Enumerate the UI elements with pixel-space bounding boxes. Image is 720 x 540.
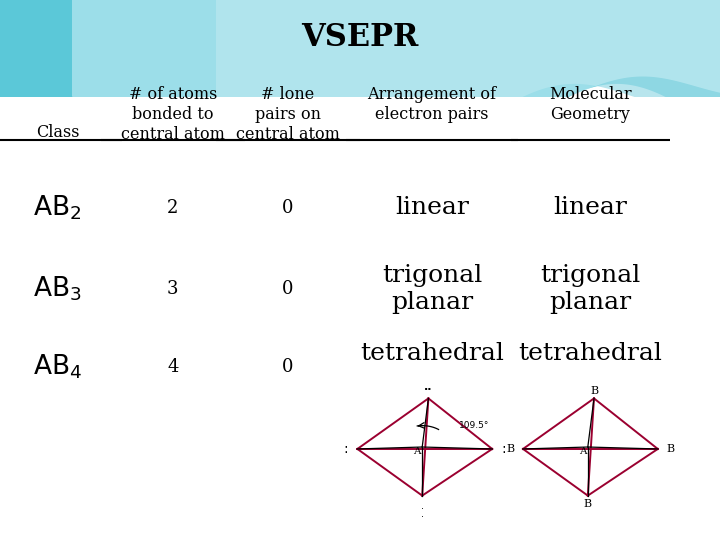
Bar [0, 97, 720, 540]
Text: # of atoms
bonded to
central atom: # of atoms bonded to central atom [121, 86, 225, 143]
Text: # lone
pairs on
central atom: # lone pairs on central atom [236, 86, 340, 143]
Text: $\mathrm{AB}_{3}$: $\mathrm{AB}_{3}$ [33, 275, 82, 303]
Text: trigonal
planar: trigonal planar [382, 264, 482, 314]
Polygon shape [72, 0, 720, 140]
Text: tetrahedral: tetrahedral [518, 342, 662, 365]
Text: linear: linear [554, 197, 627, 219]
Text: tetrahedral: tetrahedral [360, 342, 504, 365]
Text: Molecular
Geometry: Molecular Geometry [549, 86, 631, 123]
Text: linear: linear [395, 197, 469, 219]
Text: Arrangement of
electron pairs: Arrangement of electron pairs [367, 86, 497, 123]
Polygon shape [216, 0, 720, 142]
Text: 0: 0 [282, 280, 294, 298]
Text: B: B [506, 444, 514, 454]
Text: 109.5°: 109.5° [459, 421, 489, 430]
Text: ··: ·· [424, 385, 433, 395]
Text: $\mathrm{AB}_{2}$: $\mathrm{AB}_{2}$ [33, 194, 82, 222]
Text: A: A [413, 447, 420, 456]
Text: :: : [343, 442, 348, 456]
Text: Class: Class [36, 124, 79, 141]
Text: :: : [501, 442, 506, 456]
Text: 2: 2 [167, 199, 179, 217]
Text: 4: 4 [167, 358, 179, 376]
Text: 0: 0 [282, 358, 294, 376]
Text: 0: 0 [282, 199, 294, 217]
Text: VSEPR: VSEPR [301, 22, 419, 53]
Text: B: B [667, 444, 675, 454]
Text: trigonal
planar: trigonal planar [540, 264, 641, 314]
Text: 3: 3 [167, 280, 179, 298]
Text: $\mathrm{AB}_{4}$: $\mathrm{AB}_{4}$ [33, 353, 82, 381]
Text: ·
·: · · [420, 504, 423, 523]
Polygon shape [0, 0, 720, 165]
Text: B: B [590, 386, 598, 396]
Text: B: B [584, 499, 592, 509]
Text: A: A [579, 447, 586, 456]
